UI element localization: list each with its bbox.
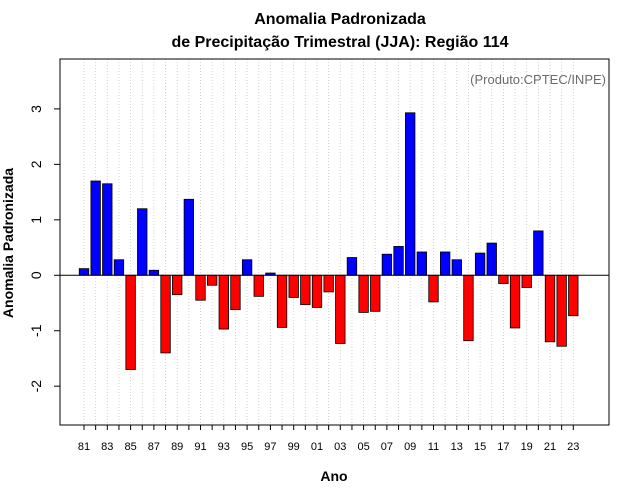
bar-2018: [509, 274, 521, 329]
bar-2017: [498, 274, 509, 284]
x-tick-label: 93: [218, 441, 230, 453]
x-tick-label: 15: [474, 441, 486, 453]
bar-2000: [300, 274, 311, 306]
bar-1985: [125, 274, 136, 370]
bar-1998: [276, 274, 288, 328]
bar-2002: [323, 274, 334, 293]
y-tick-label: -1: [28, 324, 44, 337]
x-tick-label: 99: [288, 441, 300, 453]
bar-2021: [544, 274, 556, 343]
bar-2015: [474, 252, 486, 276]
bar-1983: [102, 183, 113, 276]
grid-lines: [83, 59, 574, 425]
y-tick-label: 0: [28, 271, 44, 279]
bar-1990: [183, 198, 195, 276]
x-tick-label: 01: [311, 441, 323, 453]
x-tick-label: 97: [264, 441, 276, 453]
bar-2006: [370, 274, 381, 312]
bar-1996: [253, 274, 264, 297]
bar-2011: [428, 274, 439, 303]
x-tick-label: 21: [544, 441, 556, 453]
bar-2020: [533, 230, 544, 276]
y-tick-label: 2: [28, 160, 44, 168]
bar-1992: [206, 274, 218, 286]
x-tick-label: 19: [521, 441, 533, 453]
x-tick-label: 87: [148, 441, 160, 453]
x-tick-label: 85: [124, 441, 136, 453]
bar-2013: [451, 259, 462, 276]
y-tick-label: 1: [28, 216, 44, 224]
bar-1995: [241, 259, 253, 276]
x-tick-label: 13: [451, 441, 463, 453]
bar-2008: [393, 246, 404, 276]
bar-1999: [288, 274, 299, 298]
x-tick-label: 89: [171, 441, 183, 453]
x-tick-label: 81: [78, 441, 90, 453]
y-tick-label: 3: [28, 105, 44, 113]
x-tick-label: 83: [101, 441, 113, 453]
bar-2005: [358, 274, 369, 313]
bar-2019: [521, 274, 532, 288]
bar-1987: [148, 269, 160, 276]
bar-2001: [311, 274, 323, 308]
x-tick-label: 05: [357, 441, 369, 453]
bar-2016: [486, 242, 497, 276]
bar-2022: [556, 274, 567, 347]
y-axis: -2 -1 0 1 2 3: [28, 105, 60, 393]
bar-1994: [230, 274, 241, 311]
bar-2014: [463, 274, 474, 342]
source-annotation: (Produto:CPTEC/INPE): [470, 72, 606, 87]
bar-2010: [416, 251, 428, 276]
y-tick-label: -2: [28, 380, 44, 393]
x-tick-label: 95: [241, 441, 253, 453]
bar-1986: [137, 208, 148, 276]
bar-1989: [172, 274, 183, 296]
y-axis-title: Anomalia Padronizada: [0, 168, 16, 318]
x-tick-label: 07: [381, 441, 393, 453]
x-tick-label: 11: [428, 441, 439, 453]
chart-title: Anomalia Padronizada: [254, 11, 426, 28]
bar-1988: [160, 274, 171, 354]
bar-2003: [335, 274, 346, 344]
x-tick-label: 91: [194, 441, 206, 453]
bar-2023: [568, 274, 579, 317]
chart-subtitle: de Precipitação Trimestral (JJA): Região…: [171, 34, 508, 51]
x-tick-label: 09: [404, 441, 416, 453]
bar-2012: [439, 251, 451, 276]
bars: [78, 112, 579, 370]
bar-1984: [113, 259, 125, 276]
x-tick-label: 17: [497, 441, 509, 453]
bar-2004: [346, 257, 358, 276]
bar-1993: [218, 274, 229, 330]
bar-1991: [195, 274, 206, 301]
bar-1981: [78, 268, 90, 276]
plot-frame: [59, 58, 610, 426]
x-tick-label: 03: [334, 441, 346, 453]
bar-2009: [405, 112, 416, 276]
x-axis: 81 83 85 87 89 91 93 95 97 99 01 03 05 07 09 11 13 15 17 19…: [78, 425, 579, 453]
bar-2007: [381, 253, 393, 276]
x-tick-label: 23: [567, 441, 579, 453]
bar-1982: [90, 180, 101, 276]
x-axis-title: Ano: [320, 468, 347, 484]
